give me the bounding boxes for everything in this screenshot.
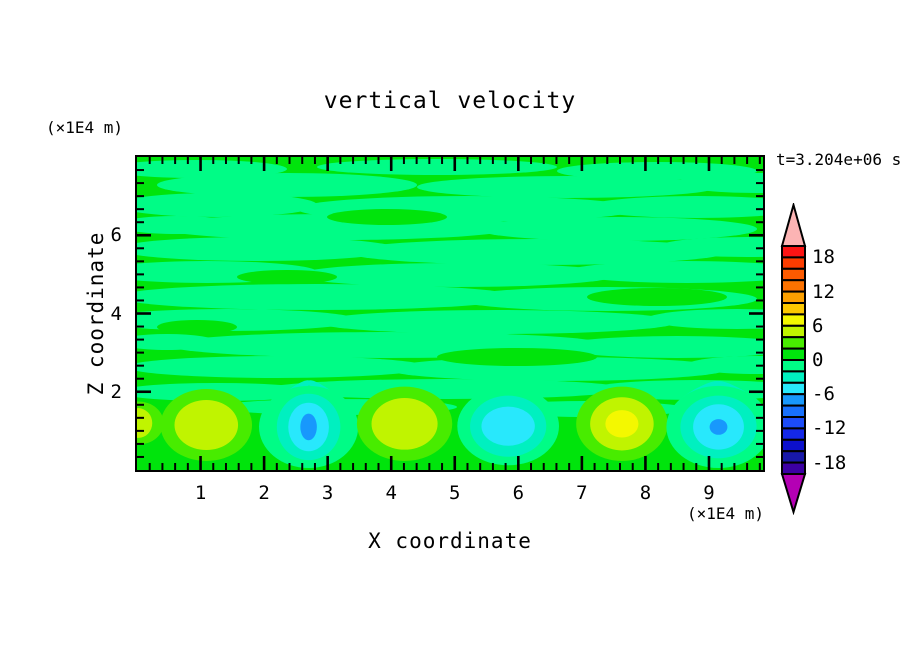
x-axis-title: X coordinate: [368, 529, 532, 553]
time-annotation: t=3.204e+06 s: [776, 150, 902, 169]
colorbar-tick-label: -6: [812, 383, 835, 406]
plot-title: vertical velocity: [323, 88, 577, 114]
colorbar: [780, 201, 808, 519]
colorbar-tick-label: -18: [812, 451, 847, 474]
x-tick-label: 5: [449, 482, 461, 504]
colorbar-tick-label: 12: [812, 280, 835, 303]
colorbar-tick-label: 0: [812, 349, 824, 371]
x-axis-unit-label: (×1E4 m): [687, 504, 765, 523]
y-tick-label: 4: [110, 302, 122, 325]
y-tick-label: 6: [110, 224, 122, 247]
y-tick-label: 2: [110, 380, 122, 403]
colorbar-tick-label: 18: [812, 246, 835, 269]
y-axis-unit-label: (×1E4 m): [46, 118, 124, 137]
x-tick-label: 7: [576, 482, 588, 504]
x-tick-label: 4: [385, 482, 397, 504]
colorbar-tick-label: 6: [812, 314, 824, 337]
colorbar-strip: [780, 201, 807, 516]
colorbar-tick-label: -12: [812, 417, 847, 440]
x-tick-label: 9: [703, 482, 715, 504]
contour-field: [137, 157, 763, 470]
x-tick-label: 3: [321, 482, 334, 504]
x-tick-label: 2: [258, 482, 270, 504]
x-tick-label: 6: [512, 482, 525, 504]
x-tick-label: 1: [194, 482, 207, 504]
x-tick-label: 8: [639, 482, 652, 504]
plot-area: [135, 155, 765, 472]
